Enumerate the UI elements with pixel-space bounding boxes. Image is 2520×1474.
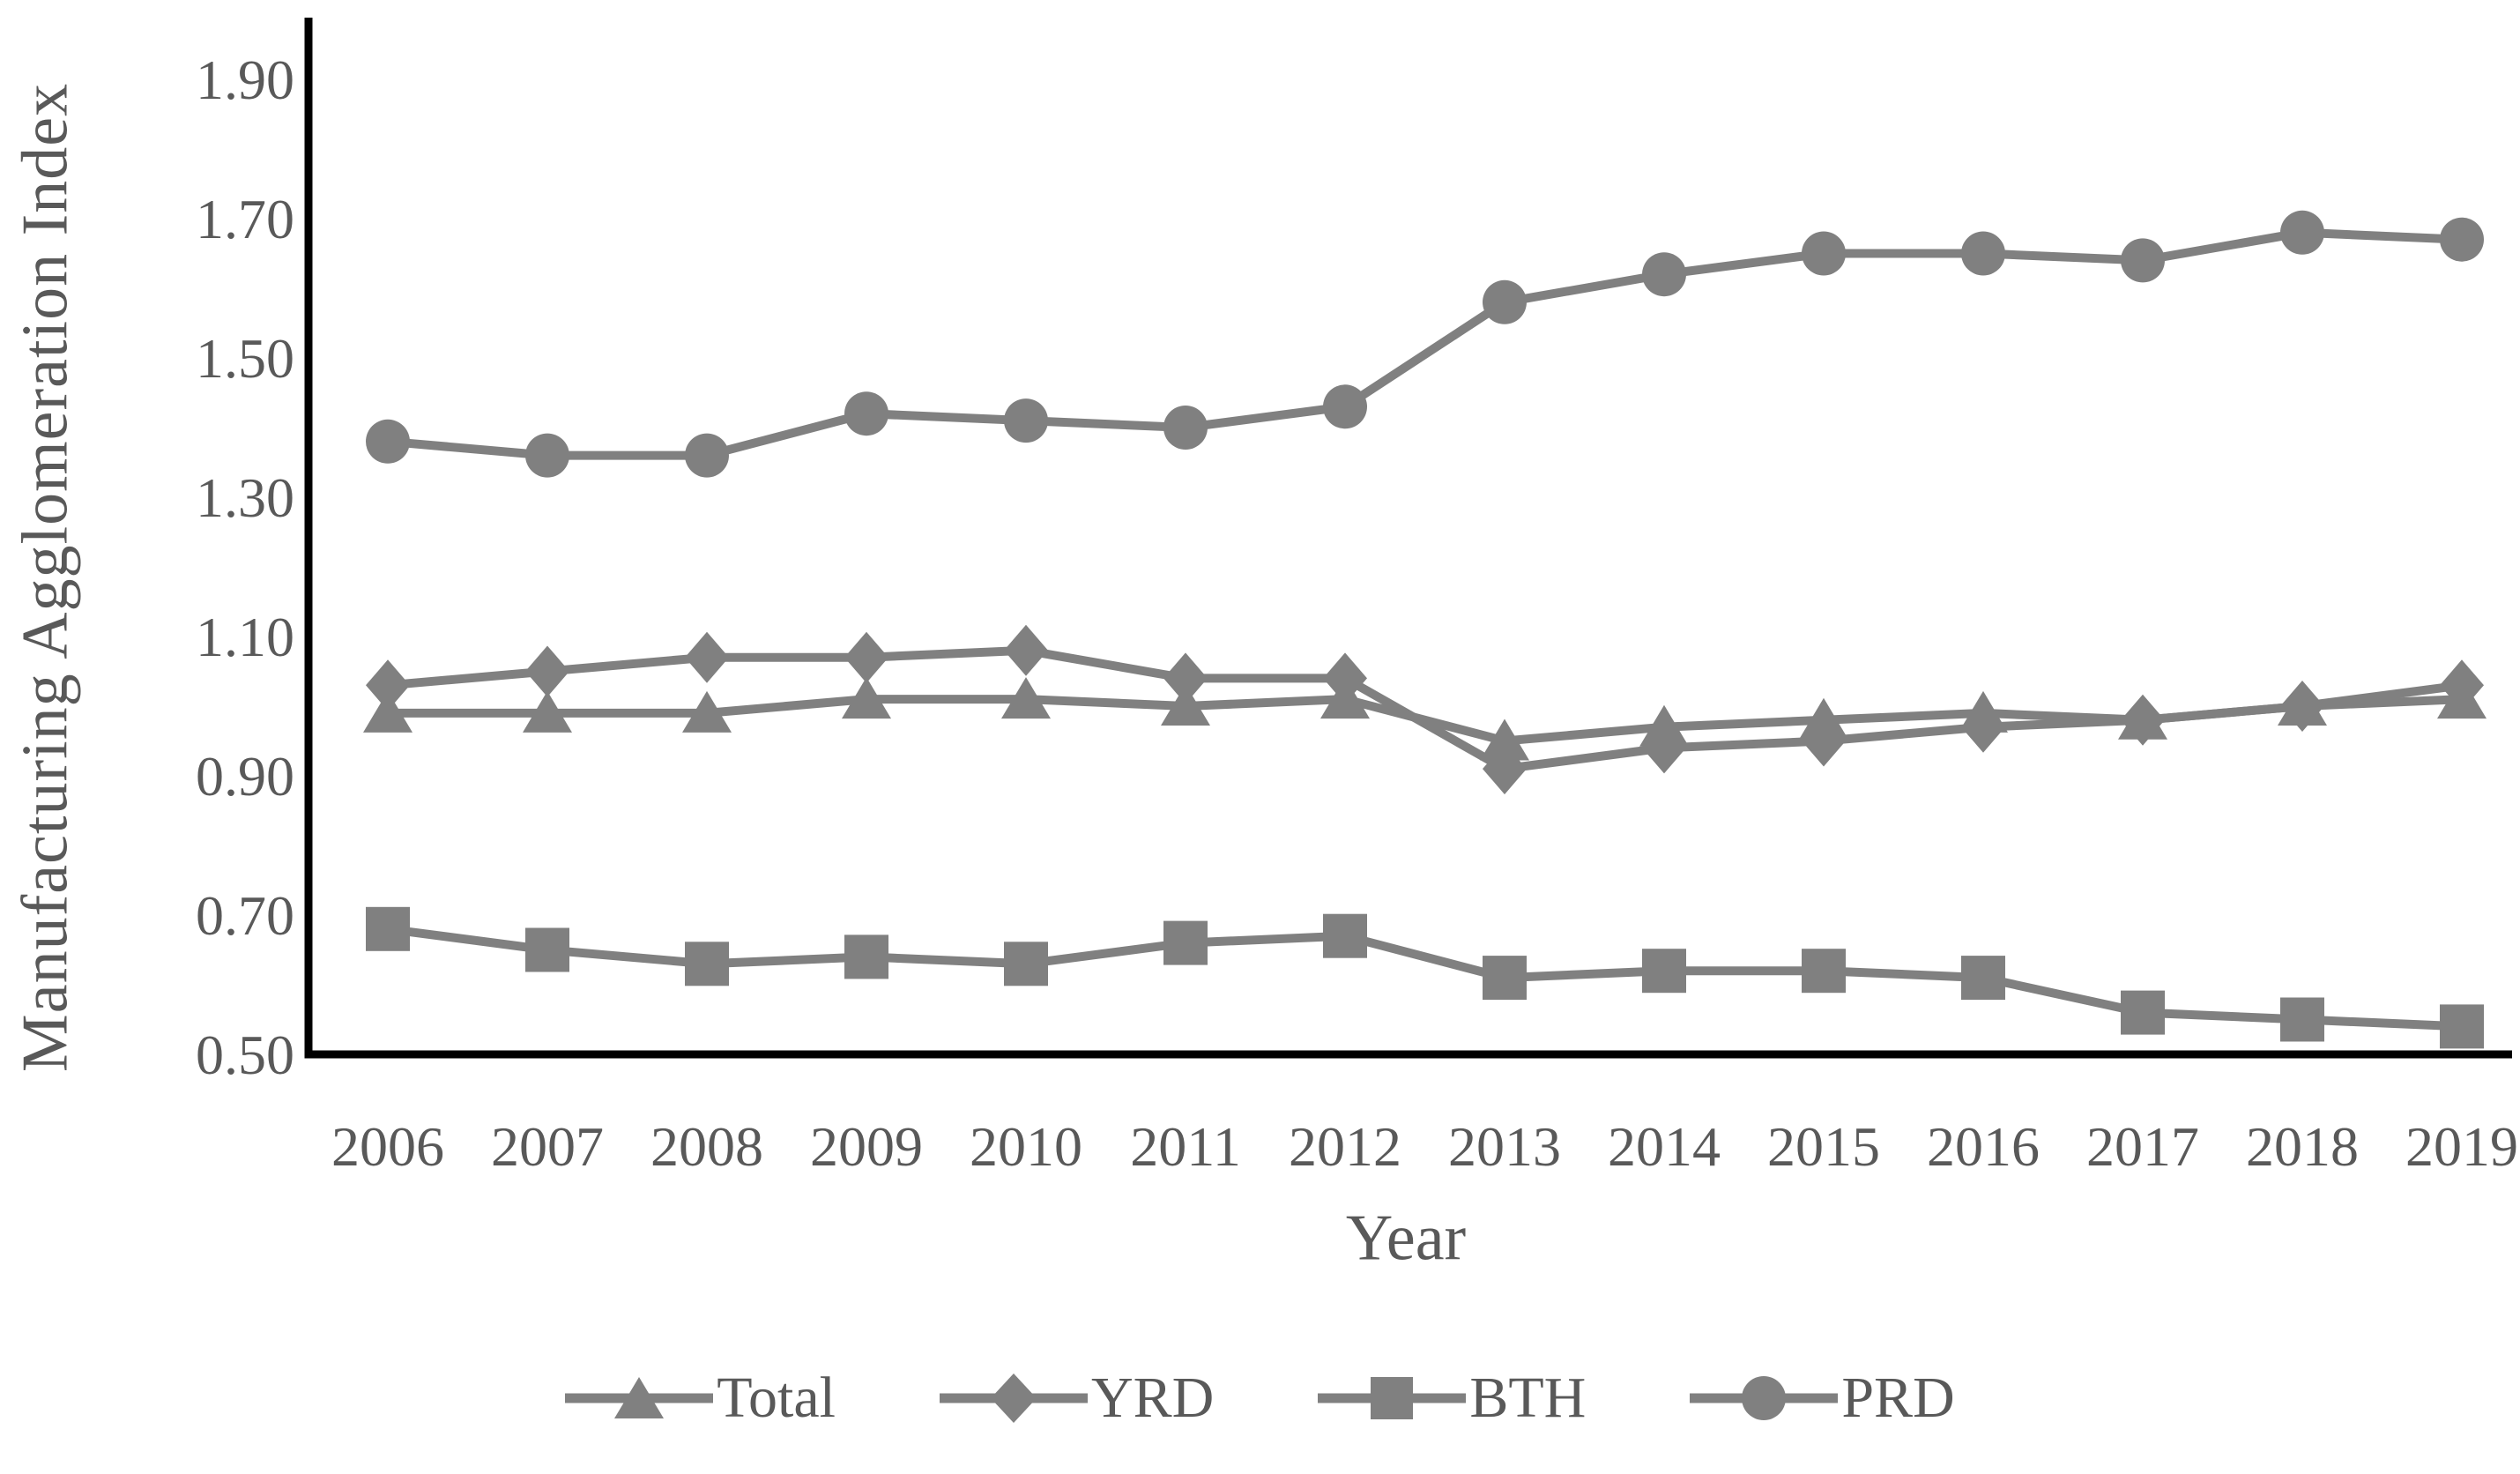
series-line-yrd [387,645,2463,774]
bth-data-point-marker [1323,913,1367,958]
prd-data-point-marker [366,419,410,464]
x-tick-label: 2009 [810,1115,923,1178]
bth-data-point-marker [1004,942,1048,986]
x-tick-label: 2010 [970,1115,1082,1178]
y-tick-label: 1.90 [196,48,294,111]
yrd-data-point-marker [525,645,569,697]
prd-data-point-marker [1483,279,1527,324]
total-data-point-marker [842,677,891,719]
bth-data-point-marker [1642,949,1686,994]
y-tick-label: 0.50 [196,1024,294,1086]
legend-item-yrd: YRD [939,1366,1215,1430]
series-line-bth [387,924,2463,1031]
triangle-marker-icon [565,1377,714,1418]
yrd-data-point-marker [1323,652,1367,704]
bth-data-point-marker [1802,949,1846,994]
bth-data-point-marker [525,927,569,972]
y-tick-label: 1.50 [196,327,294,390]
yrd-data-point-marker [1483,743,1527,795]
x-tick-label: 2013 [1448,1115,1561,1178]
prd-data-point-marker [2121,238,2165,283]
legend-label-bth: BTH [1469,1366,1587,1430]
prd-data-point-marker [2280,210,2324,255]
yrd-data-point-marker [2280,681,2324,732]
x-tick-label: 2018 [2246,1115,2359,1178]
legend-label-total: Total [717,1366,836,1430]
x-tick-label: 2019 [2405,1115,2518,1178]
prd-data-point-marker [1323,384,1367,429]
square-marker-icon [1318,1377,1467,1419]
legend-item-total: Total [565,1369,836,1427]
x-tick-label: 2007 [491,1115,604,1178]
total-data-point-marker [1001,677,1051,719]
yrd-data-point-marker [1004,624,1048,676]
prd-data-point-marker [2440,217,2484,262]
y-axis-title: Manufacturing Agglomeration Index [9,82,82,1073]
x-tick-label: 2011 [1130,1115,1241,1178]
total-data-point-marker [1161,684,1210,726]
bth-data-point-marker [1163,920,1208,965]
prd-data-point-marker [1642,252,1686,297]
yrd-data-point-marker [1642,722,1686,774]
y-tick-label: 1.70 [196,188,294,250]
yrd-data-point-marker [1961,701,2005,753]
axis-lines [304,18,2512,1059]
yrd-data-point-marker [685,631,729,683]
bth-data-point-marker [2280,997,2324,1042]
chart-legend: Total YRD BTH PRD [0,1369,2520,1427]
bth-data-point-marker [1961,956,2005,1001]
total-data-point-marker [363,690,413,733]
x-tick-label: 2015 [1767,1115,1880,1178]
x-tick-label: 2017 [2086,1115,2199,1178]
yrd-data-point-marker [366,659,410,711]
legend-item-prd: PRD [1690,1366,1955,1430]
legend-label-prd: PRD [1841,1366,1955,1430]
legend-label-yrd: YRD [1090,1366,1215,1430]
bth-data-point-marker [2121,990,2165,1035]
total-data-point-marker [1480,718,1529,761]
bth-data-point-marker [2440,1004,2484,1049]
prd-data-point-marker [844,391,888,436]
bth-data-point-marker [844,934,888,979]
bth-data-point-marker [685,942,729,986]
circle-marker-icon [1690,1376,1839,1420]
yrd-data-point-marker [844,631,888,683]
series-line-prd [387,227,2463,460]
yrd-data-point-marker [2440,659,2484,711]
prd-data-point-marker [1163,406,1208,450]
x-tick-label: 2012 [1289,1115,1401,1178]
x-tick-label: 2008 [650,1115,763,1178]
y-tick-label: 1.10 [196,606,294,668]
bth-data-point-marker [366,906,410,951]
diamond-marker-icon [939,1374,1088,1423]
x-tick-label: 2014 [1608,1115,1721,1178]
y-tick-label: 0.90 [196,745,294,808]
x-tick-label: 2016 [1927,1115,2040,1178]
x-tick-label: 2006 [331,1115,444,1178]
yrd-data-point-marker [2121,694,2165,746]
x-axis-title: Year [1345,1202,1467,1275]
y-tick-label: 0.70 [196,884,294,947]
prd-data-point-marker [1802,231,1846,276]
bth-data-point-marker [1483,956,1527,1001]
yrd-data-point-marker [1802,715,1846,767]
total-data-point-marker [523,690,572,733]
prd-data-point-marker [1961,231,2005,276]
legend-item-bth: BTH [1318,1369,1586,1427]
prd-data-point-marker [1004,398,1048,443]
y-tick-label: 1.30 [196,466,294,529]
prd-data-point-marker [525,433,569,478]
yrd-data-point-marker [1163,652,1208,704]
prd-data-point-marker [685,433,729,478]
total-data-point-marker [682,690,732,733]
